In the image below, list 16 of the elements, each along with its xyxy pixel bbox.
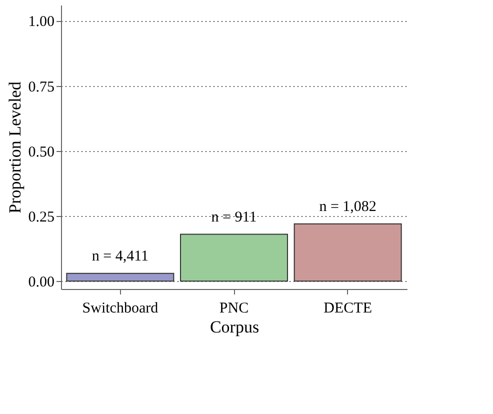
y-tick-label: 0.25: [28, 210, 54, 226]
bar: [180, 234, 288, 282]
x-tick-label: Switchboard: [82, 300, 159, 316]
y-axis-title: Proportion Leveled: [5, 81, 24, 214]
annotation: n = 911: [211, 209, 257, 226]
y-tick-label: 0.00: [28, 274, 54, 291]
annotation: n = 4,411: [92, 248, 149, 264]
y-tick-label: 0.75: [28, 79, 54, 96]
bar: [66, 272, 174, 282]
x-tick-label: DECTE: [324, 300, 372, 316]
x-axis-title: Corpus: [210, 318, 260, 336]
y-tick-label: 0.50: [28, 144, 54, 160]
x-tick-label: PNC: [219, 300, 249, 316]
annotation: n = 1,082: [319, 198, 376, 215]
bar: [294, 223, 402, 282]
y-tick-label: 1.00: [28, 14, 54, 30]
